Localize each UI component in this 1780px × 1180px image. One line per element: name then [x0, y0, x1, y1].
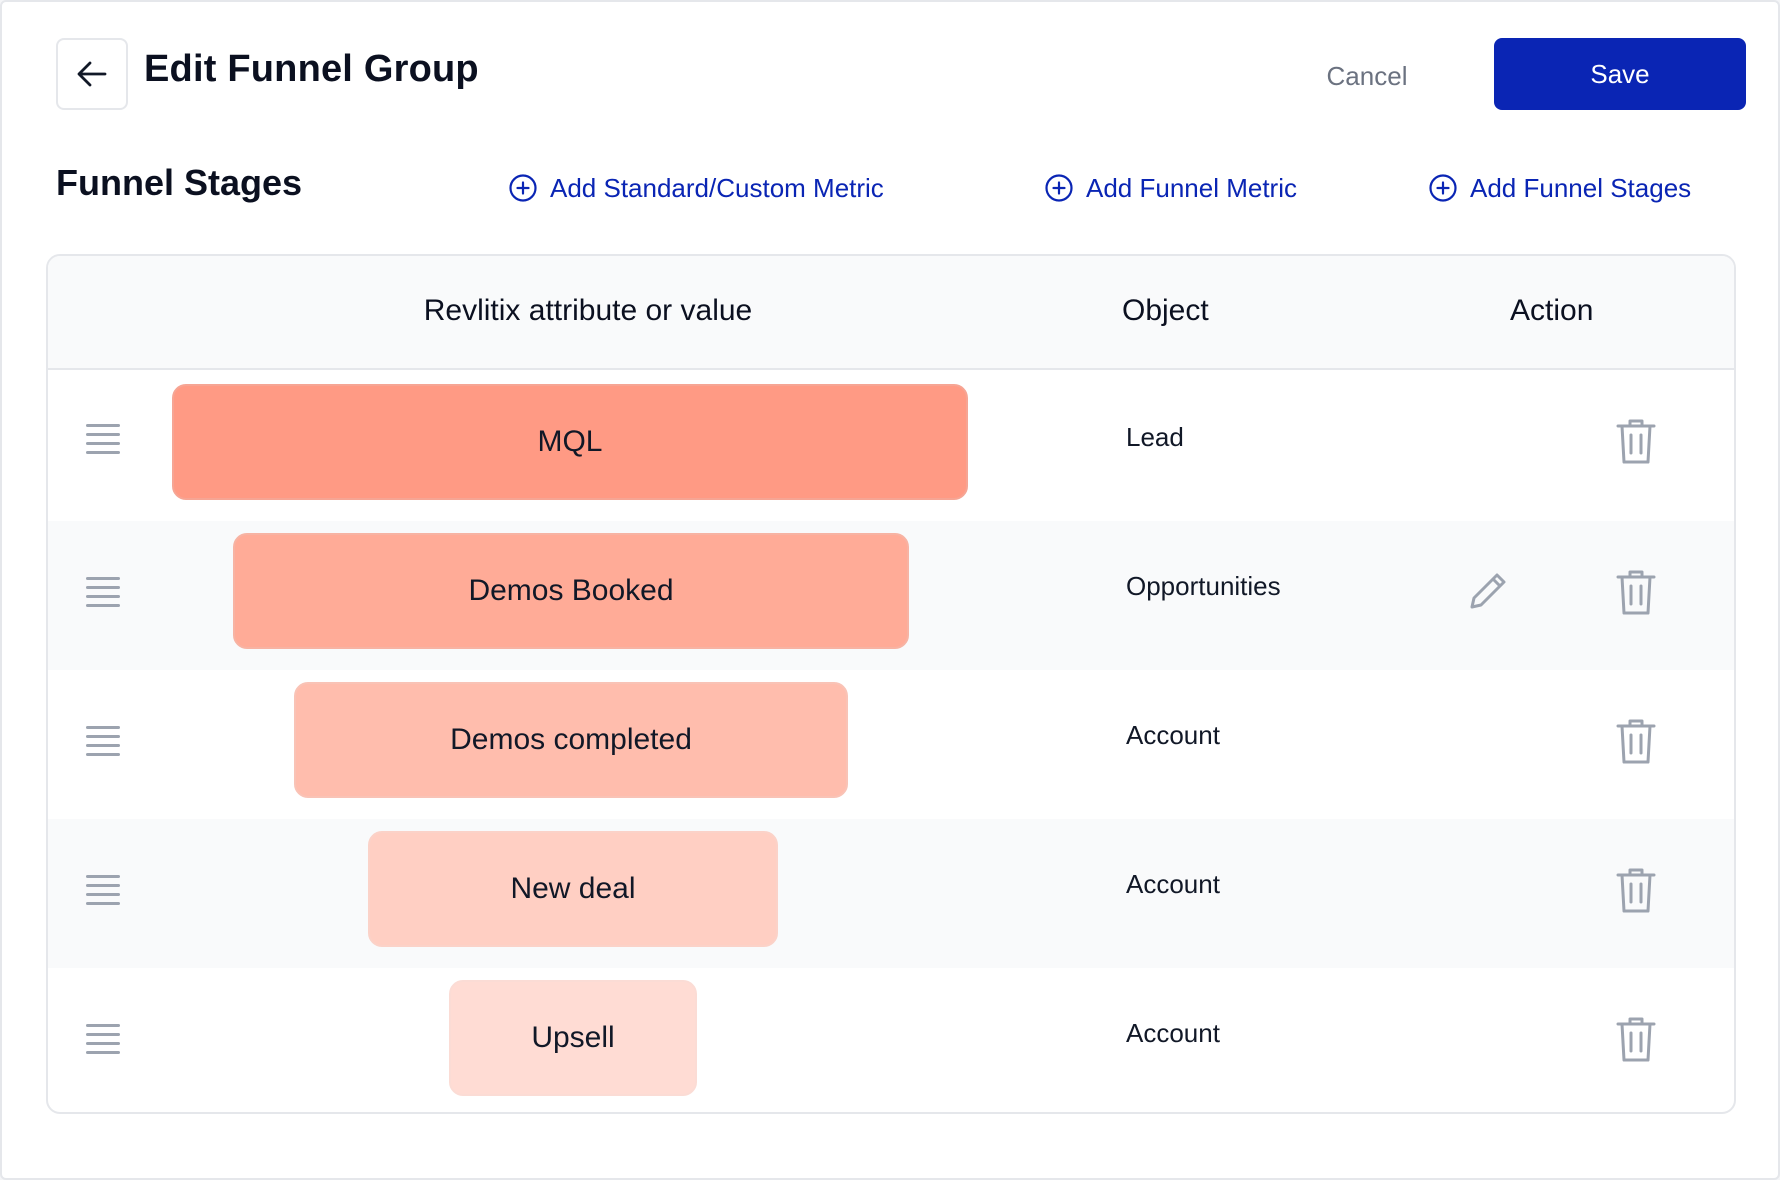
table-row: MQL Lead: [48, 372, 1734, 521]
delete-icon[interactable]: [1614, 716, 1658, 771]
column-header-attribute: Revlitix attribute or value: [423, 294, 753, 327]
plus-circle-icon: [1429, 174, 1457, 202]
column-header-action: Action: [1510, 294, 1594, 327]
stage-pill[interactable]: MQL: [172, 384, 968, 500]
object-value: Lead: [1126, 422, 1184, 452]
delete-icon[interactable]: [1614, 567, 1658, 622]
section-title: Funnel Stages: [56, 162, 303, 203]
edit-icon[interactable]: [1464, 567, 1512, 620]
drag-handle-icon[interactable]: [86, 875, 120, 905]
drag-handle-icon[interactable]: [86, 1024, 120, 1054]
save-button[interactable]: Save: [1494, 38, 1746, 110]
table-row: Demos Booked Opportunities: [48, 521, 1734, 670]
add-standard-custom-metric-label: Add Standard/Custom Metric: [550, 172, 884, 203]
cancel-button[interactable]: Cancel: [1292, 54, 1442, 98]
add-funnel-stages-link[interactable]: Add Funnel Stages: [1428, 172, 1691, 204]
stage-pill[interactable]: Upsell: [449, 980, 697, 1096]
table-header: Revlitix attribute or value Object Actio…: [48, 256, 1734, 370]
add-funnel-metric-link[interactable]: Add Funnel Metric: [1044, 172, 1297, 204]
arrow-left-icon: [77, 61, 107, 87]
funnel-stages-table: Revlitix attribute or value Object Actio…: [46, 254, 1736, 1114]
delete-icon[interactable]: [1614, 416, 1658, 471]
drag-handle-icon[interactable]: [86, 577, 120, 607]
add-standard-custom-metric-link[interactable]: Add Standard/Custom Metric: [508, 172, 884, 204]
back-button[interactable]: [56, 38, 128, 110]
add-funnel-stages-label: Add Funnel Stages: [1470, 172, 1692, 203]
delete-icon[interactable]: [1614, 1014, 1658, 1069]
drag-handle-icon[interactable]: [86, 726, 120, 756]
object-value: Opportunities: [1126, 571, 1281, 601]
page-title: Edit Funnel Group: [144, 48, 479, 90]
object-value: Account: [1126, 1018, 1220, 1048]
add-funnel-metric-label: Add Funnel Metric: [1086, 172, 1297, 203]
delete-icon[interactable]: [1614, 865, 1658, 920]
table-row: New deal Account: [48, 819, 1734, 968]
stage-pill[interactable]: New deal: [368, 831, 778, 947]
object-value: Account: [1126, 720, 1220, 750]
object-value: Account: [1126, 869, 1220, 899]
stage-pill[interactable]: Demos Booked: [233, 533, 909, 649]
table-row: Demos completed Account: [48, 670, 1734, 819]
drag-handle-icon[interactable]: [86, 424, 120, 454]
plus-circle-icon: [1045, 174, 1073, 202]
stage-pill[interactable]: Demos completed: [294, 682, 848, 798]
column-header-object: Object: [1122, 294, 1209, 327]
plus-circle-icon: [509, 174, 537, 202]
table-row: Upsell Account: [48, 968, 1734, 1112]
